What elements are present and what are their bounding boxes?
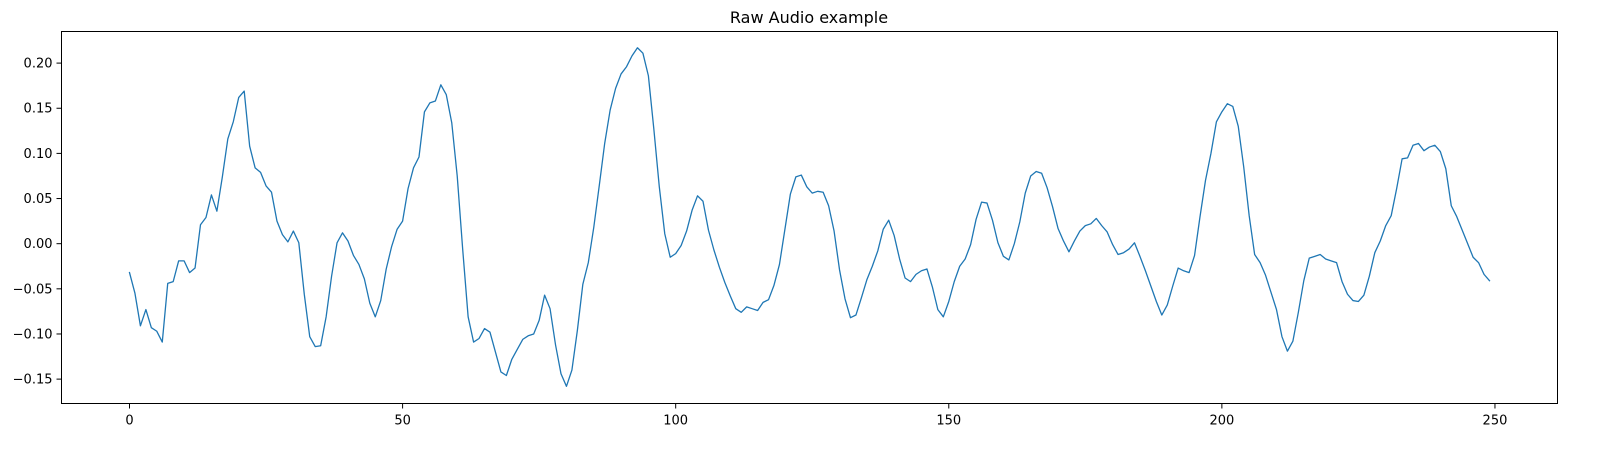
axis-ticks: 0 50 100 150 200 250 −0.15 −0.10 −0.05 0.00 0.05 0.… bbox=[13, 57, 1508, 429]
y-tick-label: −0.10 bbox=[13, 327, 53, 342]
y-tick-label: 0.15 bbox=[24, 102, 53, 117]
y-tick-label: 0.00 bbox=[24, 237, 53, 252]
y-tick-label: 0.10 bbox=[24, 147, 53, 162]
y-tick-label: −0.15 bbox=[13, 373, 53, 388]
y-tick-label: 0.05 bbox=[24, 192, 53, 207]
x-tick-label: 150 bbox=[936, 414, 961, 429]
x-tick-label: 100 bbox=[663, 414, 688, 429]
series-layer bbox=[128, 47, 1491, 387]
series-line bbox=[128, 47, 1491, 387]
y-tick-label: −0.05 bbox=[13, 282, 53, 297]
x-tick-label: 250 bbox=[1483, 414, 1508, 429]
x-tick-label: 200 bbox=[1209, 414, 1234, 429]
x-tick-label: 0 bbox=[125, 414, 133, 429]
x-tick-label: 50 bbox=[394, 414, 411, 429]
chart-title: Raw Audio example bbox=[730, 8, 888, 27]
plot-area-frame bbox=[61, 31, 1558, 404]
y-tick-label: 0.20 bbox=[24, 57, 53, 72]
